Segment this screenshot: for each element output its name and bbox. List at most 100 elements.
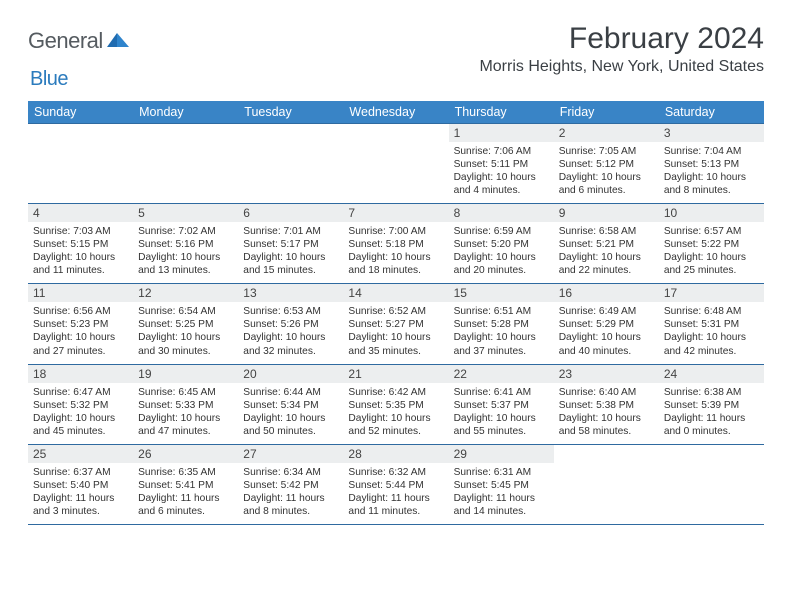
day-number: 28 bbox=[343, 445, 448, 463]
day-body: Sunrise: 6:57 AMSunset: 5:22 PMDaylight:… bbox=[659, 222, 764, 283]
calendar-cell: 14Sunrise: 6:52 AMSunset: 5:27 PMDayligh… bbox=[343, 284, 448, 364]
calendar-cell bbox=[28, 124, 133, 204]
calendar-cell bbox=[343, 124, 448, 204]
calendar-week: 18Sunrise: 6:47 AMSunset: 5:32 PMDayligh… bbox=[28, 364, 764, 444]
sunset-text: Sunset: 5:44 PM bbox=[348, 479, 443, 492]
calendar-cell: 21Sunrise: 6:42 AMSunset: 5:35 PMDayligh… bbox=[343, 364, 448, 444]
day-body: Sunrise: 6:59 AMSunset: 5:20 PMDaylight:… bbox=[449, 222, 554, 283]
sunrise-text: Sunrise: 6:41 AM bbox=[454, 386, 549, 399]
sunset-text: Sunset: 5:45 PM bbox=[454, 479, 549, 492]
day-number bbox=[554, 445, 659, 463]
calendar-cell: 25Sunrise: 6:37 AMSunset: 5:40 PMDayligh… bbox=[28, 444, 133, 524]
calendar-cell: 26Sunrise: 6:35 AMSunset: 5:41 PMDayligh… bbox=[133, 444, 238, 524]
sunset-text: Sunset: 5:25 PM bbox=[138, 318, 233, 331]
sunset-text: Sunset: 5:15 PM bbox=[33, 238, 128, 251]
day-body: Sunrise: 6:51 AMSunset: 5:28 PMDaylight:… bbox=[449, 302, 554, 363]
daylight-text: Daylight: 11 hours and 11 minutes. bbox=[348, 492, 443, 518]
sunset-text: Sunset: 5:20 PM bbox=[454, 238, 549, 251]
daylight-text: Daylight: 10 hours and 20 minutes. bbox=[454, 251, 549, 277]
sunrise-text: Sunrise: 6:54 AM bbox=[138, 305, 233, 318]
daylight-text: Daylight: 10 hours and 22 minutes. bbox=[559, 251, 654, 277]
day-body: Sunrise: 6:41 AMSunset: 5:37 PMDaylight:… bbox=[449, 383, 554, 444]
sunrise-text: Sunrise: 6:31 AM bbox=[454, 466, 549, 479]
calendar-body: 1Sunrise: 7:06 AMSunset: 5:11 PMDaylight… bbox=[28, 124, 764, 525]
sunset-text: Sunset: 5:18 PM bbox=[348, 238, 443, 251]
sunrise-text: Sunrise: 6:34 AM bbox=[243, 466, 338, 479]
sunrise-text: Sunrise: 6:35 AM bbox=[138, 466, 233, 479]
sunset-text: Sunset: 5:12 PM bbox=[559, 158, 654, 171]
sunset-text: Sunset: 5:29 PM bbox=[559, 318, 654, 331]
day-number: 15 bbox=[449, 284, 554, 302]
day-number: 12 bbox=[133, 284, 238, 302]
day-number: 26 bbox=[133, 445, 238, 463]
sunrise-text: Sunrise: 6:45 AM bbox=[138, 386, 233, 399]
sunset-text: Sunset: 5:37 PM bbox=[454, 399, 549, 412]
calendar-cell: 5Sunrise: 7:02 AMSunset: 5:16 PMDaylight… bbox=[133, 204, 238, 284]
day-body: Sunrise: 6:42 AMSunset: 5:35 PMDaylight:… bbox=[343, 383, 448, 444]
sunrise-text: Sunrise: 7:03 AM bbox=[33, 225, 128, 238]
calendar: Sunday Monday Tuesday Wednesday Thursday… bbox=[28, 101, 764, 525]
calendar-cell: 15Sunrise: 6:51 AMSunset: 5:28 PMDayligh… bbox=[449, 284, 554, 364]
day-body: Sunrise: 6:47 AMSunset: 5:32 PMDaylight:… bbox=[28, 383, 133, 444]
calendar-cell: 13Sunrise: 6:53 AMSunset: 5:26 PMDayligh… bbox=[238, 284, 343, 364]
calendar-cell: 22Sunrise: 6:41 AMSunset: 5:37 PMDayligh… bbox=[449, 364, 554, 444]
day-number: 25 bbox=[28, 445, 133, 463]
day-number: 4 bbox=[28, 204, 133, 222]
day-number bbox=[238, 124, 343, 142]
day-body: Sunrise: 7:02 AMSunset: 5:16 PMDaylight:… bbox=[133, 222, 238, 283]
daylight-text: Daylight: 11 hours and 8 minutes. bbox=[243, 492, 338, 518]
sunset-text: Sunset: 5:35 PM bbox=[348, 399, 443, 412]
day-body: Sunrise: 6:31 AMSunset: 5:45 PMDaylight:… bbox=[449, 463, 554, 524]
daylight-text: Daylight: 10 hours and 35 minutes. bbox=[348, 331, 443, 357]
dayhead-mon: Monday bbox=[133, 101, 238, 124]
daylight-text: Daylight: 10 hours and 32 minutes. bbox=[243, 331, 338, 357]
day-body: Sunrise: 7:03 AMSunset: 5:15 PMDaylight:… bbox=[28, 222, 133, 283]
sunrise-text: Sunrise: 7:00 AM bbox=[348, 225, 443, 238]
day-number: 20 bbox=[238, 365, 343, 383]
daylight-text: Daylight: 10 hours and 45 minutes. bbox=[33, 412, 128, 438]
day-body: Sunrise: 7:05 AMSunset: 5:12 PMDaylight:… bbox=[554, 142, 659, 203]
sunset-text: Sunset: 5:21 PM bbox=[559, 238, 654, 251]
calendar-cell: 19Sunrise: 6:45 AMSunset: 5:33 PMDayligh… bbox=[133, 364, 238, 444]
calendar-week: 4Sunrise: 7:03 AMSunset: 5:15 PMDaylight… bbox=[28, 204, 764, 284]
calendar-cell: 8Sunrise: 6:59 AMSunset: 5:20 PMDaylight… bbox=[449, 204, 554, 284]
sunset-text: Sunset: 5:27 PM bbox=[348, 318, 443, 331]
day-number: 14 bbox=[343, 284, 448, 302]
day-number: 3 bbox=[659, 124, 764, 142]
calendar-cell: 7Sunrise: 7:00 AMSunset: 5:18 PMDaylight… bbox=[343, 204, 448, 284]
dayhead-sat: Saturday bbox=[659, 101, 764, 124]
sunset-text: Sunset: 5:32 PM bbox=[33, 399, 128, 412]
calendar-cell: 1Sunrise: 7:06 AMSunset: 5:11 PMDaylight… bbox=[449, 124, 554, 204]
sunrise-text: Sunrise: 6:49 AM bbox=[559, 305, 654, 318]
day-body bbox=[28, 142, 133, 198]
day-number: 1 bbox=[449, 124, 554, 142]
sunset-text: Sunset: 5:34 PM bbox=[243, 399, 338, 412]
day-number: 17 bbox=[659, 284, 764, 302]
calendar-week: 25Sunrise: 6:37 AMSunset: 5:40 PMDayligh… bbox=[28, 444, 764, 524]
logo: General bbox=[28, 22, 133, 54]
day-body: Sunrise: 6:58 AMSunset: 5:21 PMDaylight:… bbox=[554, 222, 659, 283]
calendar-week: 1Sunrise: 7:06 AMSunset: 5:11 PMDaylight… bbox=[28, 124, 764, 204]
daylight-text: Daylight: 10 hours and 47 minutes. bbox=[138, 412, 233, 438]
sunset-text: Sunset: 5:22 PM bbox=[664, 238, 759, 251]
dayhead-wed: Wednesday bbox=[343, 101, 448, 124]
dayhead-sun: Sunday bbox=[28, 101, 133, 124]
sunset-text: Sunset: 5:11 PM bbox=[454, 158, 549, 171]
daylight-text: Daylight: 10 hours and 37 minutes. bbox=[454, 331, 549, 357]
sunset-text: Sunset: 5:40 PM bbox=[33, 479, 128, 492]
sunrise-text: Sunrise: 6:32 AM bbox=[348, 466, 443, 479]
day-number: 10 bbox=[659, 204, 764, 222]
daylight-text: Daylight: 10 hours and 30 minutes. bbox=[138, 331, 233, 357]
sunset-text: Sunset: 5:16 PM bbox=[138, 238, 233, 251]
day-number: 19 bbox=[133, 365, 238, 383]
day-number bbox=[343, 124, 448, 142]
sunrise-text: Sunrise: 7:04 AM bbox=[664, 145, 759, 158]
logo-text-blue: Blue bbox=[30, 68, 68, 91]
daylight-text: Daylight: 10 hours and 15 minutes. bbox=[243, 251, 338, 277]
day-number: 16 bbox=[554, 284, 659, 302]
day-body: Sunrise: 6:45 AMSunset: 5:33 PMDaylight:… bbox=[133, 383, 238, 444]
day-number: 18 bbox=[28, 365, 133, 383]
day-number: 13 bbox=[238, 284, 343, 302]
calendar-week: 11Sunrise: 6:56 AMSunset: 5:23 PMDayligh… bbox=[28, 284, 764, 364]
day-number: 7 bbox=[343, 204, 448, 222]
